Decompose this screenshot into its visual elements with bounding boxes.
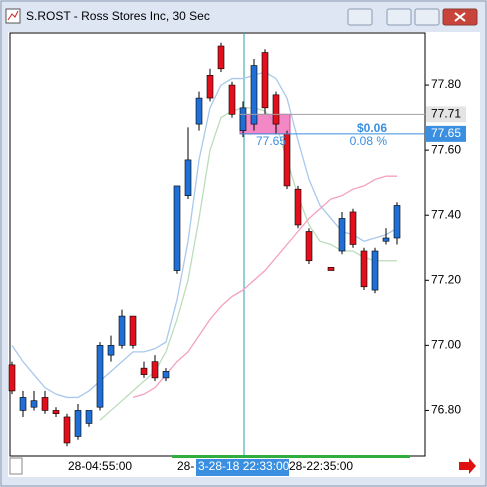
candle-body [327,266,335,271]
candle-body [349,211,357,245]
y-tick-label: 76.80 [431,403,461,417]
candle-body [338,218,346,252]
candle-body [30,400,38,408]
price-marker-box [426,106,466,123]
candle-body [129,315,137,346]
scroll-range [172,455,410,458]
candle-body [8,364,16,392]
moving-average [11,71,398,399]
candle-body [96,345,104,408]
candle-body [294,188,302,226]
window-title: S.ROST - Ross Stores Inc, 30 Sec [26,9,210,23]
x-label: 28-22:35:00 [289,459,353,473]
scroll-box[interactable] [9,457,23,475]
window-icon-glyph [7,10,19,21]
candle-body [206,75,214,99]
y-tick-label: 77.20 [431,272,461,286]
minimize-button[interactable] [386,8,412,26]
plot-area [9,32,426,457]
candle-body [140,367,148,375]
candle-body [63,416,71,444]
x-label: 28- [177,459,194,473]
candle-body [217,45,225,70]
candle-body [272,94,280,125]
candle-body [195,97,203,125]
price-marker-box [426,125,466,142]
candle-body [173,185,181,271]
candle-body [239,107,247,131]
measure-change: $0.06 [357,121,387,135]
candle-body [85,410,93,424]
candle-body [74,410,82,437]
measure-box [239,113,291,135]
candle-body [305,231,313,262]
price-marker-label: 77.65 [431,126,461,140]
candle-body [107,345,115,356]
candle-body [382,237,390,242]
candle-body [184,159,192,196]
candle-body [52,410,60,415]
maximize-button[interactable] [414,8,440,26]
price-marker-label: 77.71 [431,107,461,121]
measure-percent: 0.08 % [350,134,388,148]
link-button[interactable] [347,8,373,26]
y-tick-label: 77.40 [431,207,461,221]
candle-body [151,361,159,379]
x-label: 3-28-18 22:33:00 [198,459,290,473]
candle-body [360,250,368,288]
candle-body [118,315,126,346]
y-tick-label: 77.80 [431,77,461,91]
candle-body [250,65,258,125]
candle-body [162,371,170,379]
candle-body [371,250,379,291]
candle-body [393,205,401,239]
y-tick-label: 77.60 [431,142,461,156]
moving-average [132,175,397,399]
candle-body [261,52,269,109]
close-glyph [454,12,466,22]
candle-body [41,397,49,411]
moving-average [99,107,397,421]
candle-body [19,397,27,411]
measure-price: 77.65 [256,134,286,148]
candle-body [228,84,236,115]
x-label-highlight [196,459,289,476]
x-label: 28-04:55:00 [68,459,132,473]
scroll-arrow[interactable] [459,458,476,474]
y-tick-label: 77.00 [431,338,461,352]
window-icon [5,8,21,24]
